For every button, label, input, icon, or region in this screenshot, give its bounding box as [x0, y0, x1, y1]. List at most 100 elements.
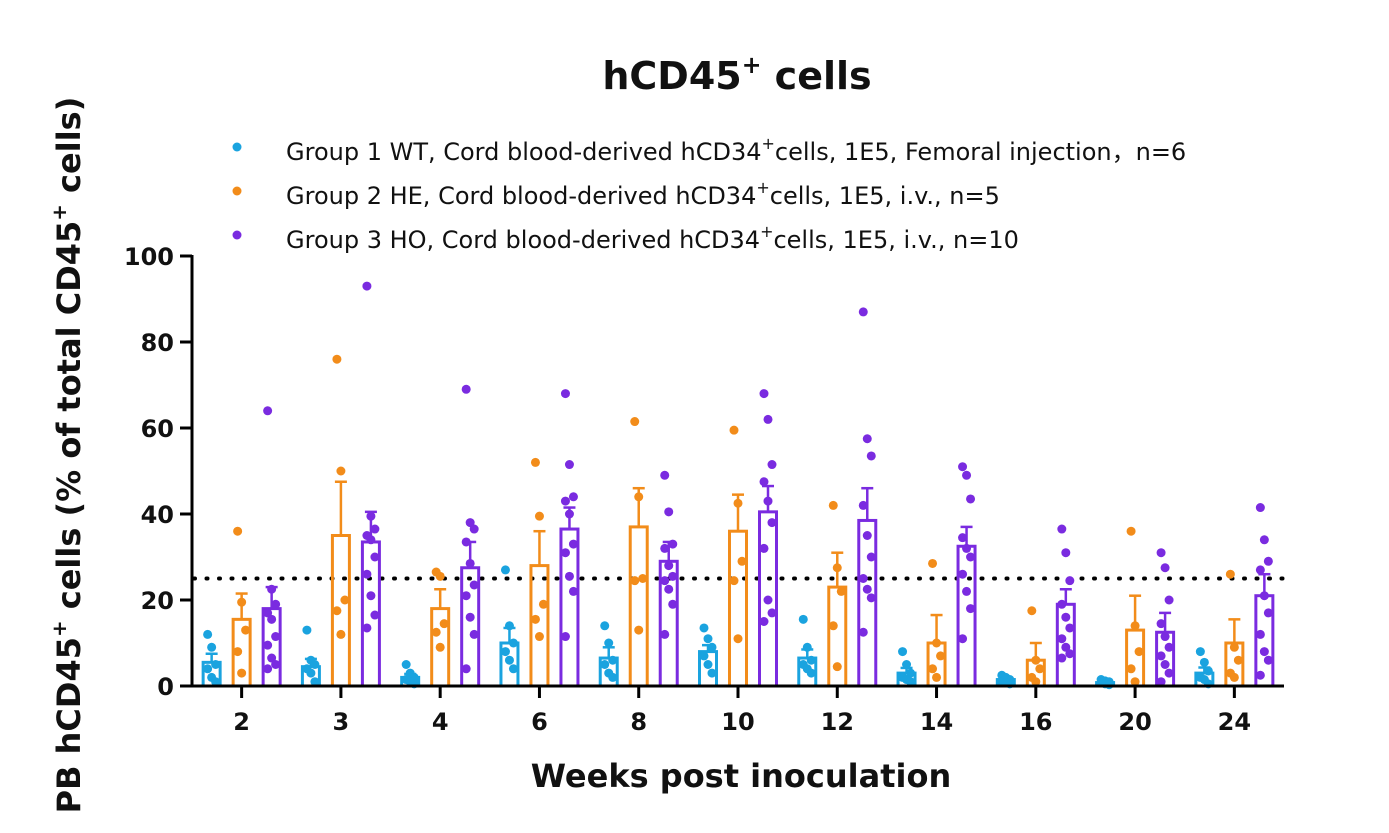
- data-point: [1160, 632, 1170, 642]
- data-point: [660, 543, 670, 553]
- data-point: [1031, 677, 1041, 687]
- data-point: [461, 384, 471, 394]
- data-point: [306, 668, 316, 678]
- data-point: [1156, 619, 1166, 629]
- data-point: [707, 642, 717, 652]
- data-point: [866, 593, 876, 603]
- data-point: [241, 625, 251, 635]
- data-point: [560, 548, 570, 558]
- y-tick-label: 20: [141, 587, 174, 615]
- x-tick-label: 24: [1218, 708, 1251, 736]
- data-point: [500, 647, 510, 657]
- data-point: [958, 634, 968, 644]
- data-point: [435, 571, 445, 581]
- y-tick-label: 0: [157, 673, 174, 701]
- data-point: [832, 662, 842, 672]
- data-point: [233, 526, 243, 536]
- data-point: [1160, 660, 1170, 669]
- data-point: [469, 524, 479, 534]
- data-point: [310, 677, 320, 687]
- data-point: [763, 414, 773, 424]
- data-point: [530, 457, 540, 467]
- data-point: [737, 556, 747, 566]
- data-point: [806, 668, 816, 678]
- data-point: [504, 655, 514, 665]
- data-point: [958, 569, 968, 579]
- data-point: [1130, 677, 1140, 687]
- data-point: [733, 634, 743, 644]
- data-point: [267, 584, 277, 594]
- data-point: [1065, 649, 1075, 659]
- data-point: [568, 586, 578, 596]
- data-point: [568, 539, 578, 549]
- data-point: [465, 612, 475, 622]
- data-point: [233, 647, 243, 657]
- x-tick-label: 10: [721, 708, 754, 736]
- data-point: [962, 586, 972, 596]
- data-point: [435, 642, 445, 652]
- data-point: [828, 621, 838, 631]
- data-point: [1156, 677, 1166, 687]
- data-point: [332, 606, 342, 616]
- data-point: [906, 677, 916, 687]
- legend: Group 1 WT, Cord blood-derived hCD34+cel…: [232, 134, 1186, 254]
- data-point: [604, 638, 614, 648]
- data-point: [630, 576, 640, 586]
- data-point: [1027, 606, 1037, 616]
- data-point: [1195, 647, 1205, 657]
- bar: [628, 525, 649, 688]
- data-point: [699, 651, 709, 661]
- data-point: [568, 492, 578, 502]
- data-point: [211, 660, 221, 669]
- data-point: [271, 632, 281, 642]
- data-point: [263, 406, 273, 416]
- data-point: [763, 496, 773, 506]
- data-point: [362, 281, 372, 291]
- data-point: [302, 625, 312, 635]
- y-tick-label: 40: [141, 501, 174, 529]
- data-point: [759, 543, 769, 553]
- data-point: [634, 492, 644, 502]
- data-point: [1259, 535, 1269, 545]
- data-point: [668, 599, 678, 609]
- data-point: [1255, 670, 1265, 680]
- data-point: [267, 653, 277, 663]
- data-point: [1156, 548, 1166, 558]
- plot-area: 0 20 40 60 80 100 2 3 4 6 8 10 12 14 16 20 24: [124, 243, 1286, 736]
- data-point: [862, 434, 872, 444]
- data-point: [1035, 664, 1045, 674]
- data-point: [858, 574, 868, 583]
- bar: [857, 518, 878, 688]
- data-point: [1263, 655, 1273, 665]
- data-point: [928, 558, 938, 568]
- data-point: [431, 627, 441, 637]
- data-point: [858, 627, 868, 637]
- data-point: [958, 462, 968, 472]
- data-point: [936, 651, 946, 661]
- data-point: [866, 552, 876, 562]
- data-point: [1225, 569, 1235, 579]
- data-point: [862, 584, 872, 594]
- data-point: [767, 608, 777, 618]
- data-point: [500, 565, 510, 575]
- x-tick-label: 8: [630, 708, 647, 736]
- data-point: [958, 533, 968, 543]
- data-point: [1061, 612, 1071, 622]
- x-tick-label: 3: [333, 708, 350, 736]
- data-point: [638, 574, 648, 583]
- data-point: [211, 677, 221, 687]
- data-point: [1255, 629, 1265, 639]
- data-point: [966, 552, 976, 562]
- legend-marker: [232, 230, 242, 240]
- data-point: [1263, 556, 1273, 566]
- data-point: [1255, 503, 1265, 513]
- data-point: [439, 619, 449, 629]
- data-point: [767, 460, 777, 470]
- data-point: [1164, 595, 1174, 605]
- data-point: [530, 614, 540, 624]
- data-point: [600, 621, 610, 631]
- data-point: [469, 580, 479, 590]
- data-point: [203, 664, 213, 674]
- data-point: [310, 660, 320, 669]
- data-point: [862, 531, 872, 540]
